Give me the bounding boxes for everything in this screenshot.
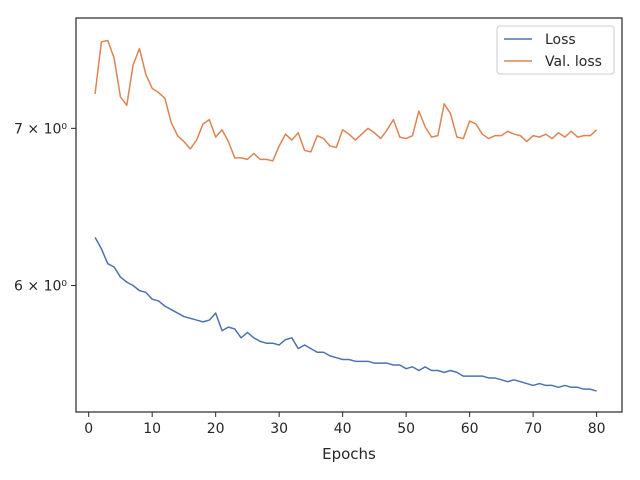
x-tick-label: 80 bbox=[588, 421, 606, 437]
y-tick-label: 6 × 10⁰ bbox=[14, 279, 67, 295]
legend-label-val-loss: Val. loss bbox=[545, 54, 602, 70]
x-tick-label: 50 bbox=[397, 421, 415, 437]
x-tick-label: 30 bbox=[270, 421, 288, 437]
series-line-loss bbox=[94, 237, 597, 392]
x-tick-label: 40 bbox=[334, 421, 352, 437]
series-lines bbox=[94, 39, 598, 392]
x-tick-label: 10 bbox=[143, 421, 161, 437]
y-axis-ticks: 6 × 10⁰ 7 × 10⁰ bbox=[14, 121, 76, 295]
x-tick-label: 20 bbox=[207, 421, 225, 437]
series-line-val-loss bbox=[94, 39, 598, 162]
y-tick-label: 7 × 10⁰ bbox=[14, 121, 67, 137]
legend-label-loss: Loss bbox=[545, 32, 576, 48]
x-axis-label: Epochs bbox=[322, 445, 376, 463]
plot-background bbox=[76, 18, 622, 412]
legend: Loss Val. loss bbox=[496, 25, 615, 75]
x-axis-ticks: 0 10 20 30 40 50 60 70 80 bbox=[84, 412, 606, 437]
x-tick-label: 70 bbox=[524, 421, 542, 437]
legend-frame bbox=[496, 25, 615, 75]
x-tick-label: 0 bbox=[84, 421, 93, 437]
x-tick-label: 60 bbox=[461, 421, 479, 437]
plot-frame bbox=[75, 17, 623, 413]
